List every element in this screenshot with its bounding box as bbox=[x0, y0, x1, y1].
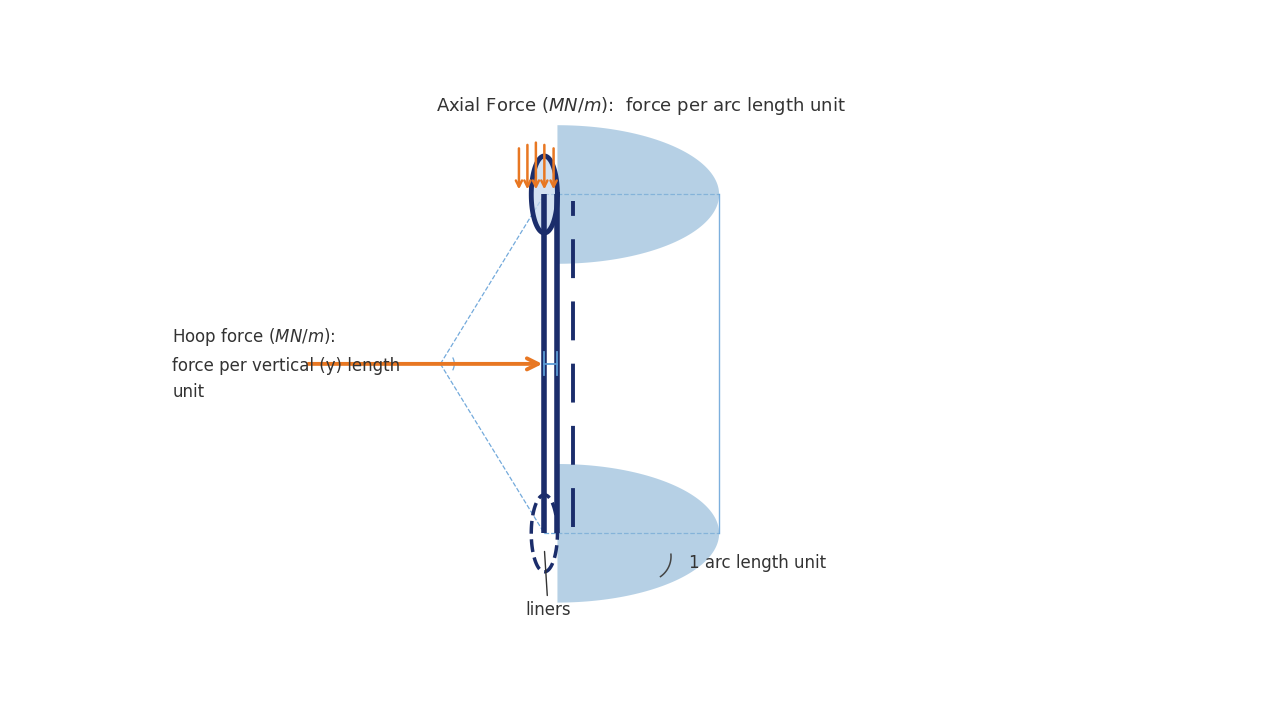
Text: Axial Force ($MN/m$):  force per arc length unit: Axial Force ($MN/m$): force per arc leng… bbox=[435, 95, 846, 117]
Polygon shape bbox=[558, 464, 719, 603]
Polygon shape bbox=[558, 125, 719, 263]
Text: Hoop force ($MN/m$):
force per vertical (y) length
unit: Hoop force ($MN/m$): force per vertical … bbox=[173, 326, 401, 401]
Polygon shape bbox=[531, 156, 558, 233]
Text: liners: liners bbox=[525, 551, 571, 619]
Text: 1 arc length unit: 1 arc length unit bbox=[689, 553, 826, 571]
